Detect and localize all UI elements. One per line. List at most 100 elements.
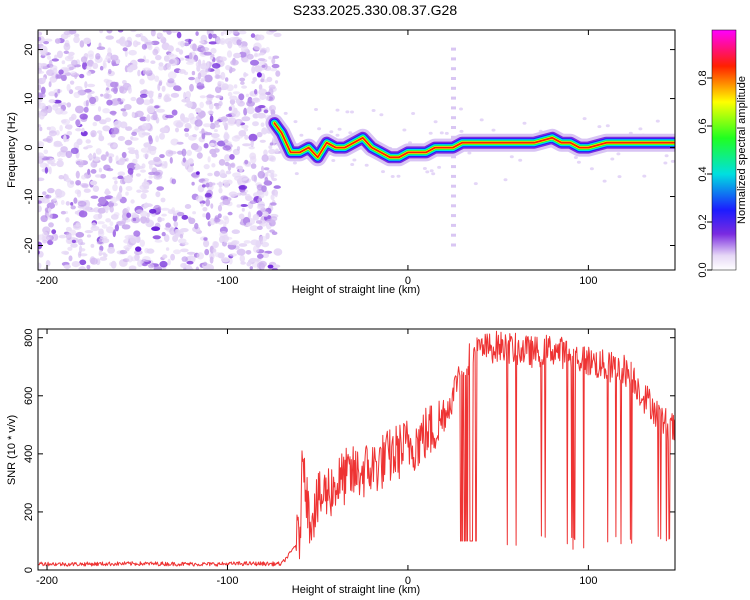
noise-blob	[136, 97, 145, 105]
noise-blob	[522, 121, 527, 125]
noise-blob	[203, 51, 212, 56]
noise-blob	[195, 114, 203, 120]
noise-blob	[220, 31, 224, 36]
noise-blob	[670, 159, 675, 163]
noise-blob	[117, 97, 122, 102]
noise-blob	[249, 257, 258, 263]
noise-blob	[243, 58, 249, 63]
noise-blob	[218, 187, 223, 194]
noise-blob	[268, 145, 273, 150]
noise-blob	[162, 254, 168, 259]
noise-blob	[52, 103, 59, 111]
noise-blob	[113, 120, 123, 128]
noise-blob	[47, 160, 54, 165]
noise-blob	[65, 201, 70, 206]
noise-blob	[240, 45, 249, 53]
noise-blob	[128, 49, 137, 56]
noise-blob	[130, 256, 138, 262]
noise-blob	[101, 224, 108, 229]
noise-blob	[169, 157, 173, 164]
noise-blob	[159, 260, 168, 268]
noise-blob	[123, 175, 133, 180]
noise-blob	[200, 47, 210, 52]
noise-blob	[65, 217, 70, 223]
noise-blob	[38, 262, 42, 269]
noise-blob	[38, 92, 44, 100]
noise-blob	[194, 119, 203, 127]
noise-blob	[74, 86, 83, 91]
noise-blob	[160, 197, 166, 203]
noise-blob	[292, 161, 297, 165]
noise-blob	[184, 103, 192, 107]
noise-blob	[137, 259, 143, 268]
noise-blob	[65, 232, 72, 241]
noise-blob	[75, 170, 80, 179]
noise-blob	[236, 146, 241, 151]
x-tick-label: 100	[579, 575, 597, 587]
noise-blob	[105, 35, 114, 40]
noise-blob	[61, 102, 67, 106]
noise-blob	[141, 123, 151, 131]
noise-blob	[130, 212, 138, 218]
noise-blob	[148, 263, 155, 269]
noise-blob	[120, 98, 126, 102]
noise-blob	[98, 228, 104, 235]
noise-blob	[215, 86, 222, 94]
noise-blob	[93, 114, 102, 122]
noise-blob	[222, 199, 231, 206]
noise-blob	[235, 98, 241, 104]
noise-blob	[38, 177, 45, 182]
noise-blob	[175, 127, 179, 133]
noise-blob	[154, 105, 160, 109]
noise-blob	[113, 86, 118, 94]
noise-blob	[214, 120, 220, 125]
noise-blob	[218, 159, 226, 166]
noise-blob	[262, 252, 270, 258]
noise-blob	[230, 194, 235, 198]
noise-blob	[97, 207, 106, 214]
noise-blob	[134, 250, 143, 255]
noise-blob	[206, 61, 210, 69]
noise-blob	[293, 120, 298, 124]
noise-blob	[99, 30, 104, 34]
noise-blob	[86, 264, 91, 270]
noise-blob	[43, 149, 49, 155]
noise-blob	[190, 143, 199, 151]
noise-blob	[86, 145, 93, 149]
noise-blob	[119, 178, 126, 185]
noise-blob	[80, 242, 86, 246]
noise-blob	[274, 189, 278, 198]
noise-blob	[48, 91, 56, 97]
noise-blob	[74, 211, 79, 215]
noise-blob	[243, 128, 249, 132]
noise-blob	[79, 259, 87, 266]
noise-blob	[77, 251, 82, 258]
noise-blob	[243, 107, 248, 116]
noise-blob	[184, 122, 192, 129]
noise-blob	[431, 172, 436, 176]
noise-blob	[589, 167, 594, 171]
noise-blob	[153, 171, 161, 176]
noise-blob	[263, 149, 268, 156]
noise-blob	[122, 47, 128, 52]
y-tick-label: 10	[23, 92, 35, 104]
noise-blob	[236, 120, 241, 127]
noise-blob	[110, 81, 118, 88]
noise-blob	[46, 212, 53, 220]
noise-blob	[130, 136, 134, 140]
noise-blob	[224, 236, 233, 240]
noise-blob	[92, 152, 97, 159]
noise-blob	[70, 243, 78, 248]
noise-blob	[518, 158, 523, 162]
streak-mark	[451, 86, 456, 90]
noise-blob	[165, 114, 174, 119]
noise-blob	[239, 254, 245, 263]
noise-blob	[350, 163, 355, 166]
noise-blob	[249, 200, 257, 205]
noise-blob	[206, 30, 214, 36]
noise-blob	[231, 229, 240, 234]
streak-mark	[451, 77, 456, 80]
noise-blob	[175, 121, 184, 128]
y-tick-label: 600	[23, 387, 35, 405]
noise-blob	[222, 121, 227, 126]
